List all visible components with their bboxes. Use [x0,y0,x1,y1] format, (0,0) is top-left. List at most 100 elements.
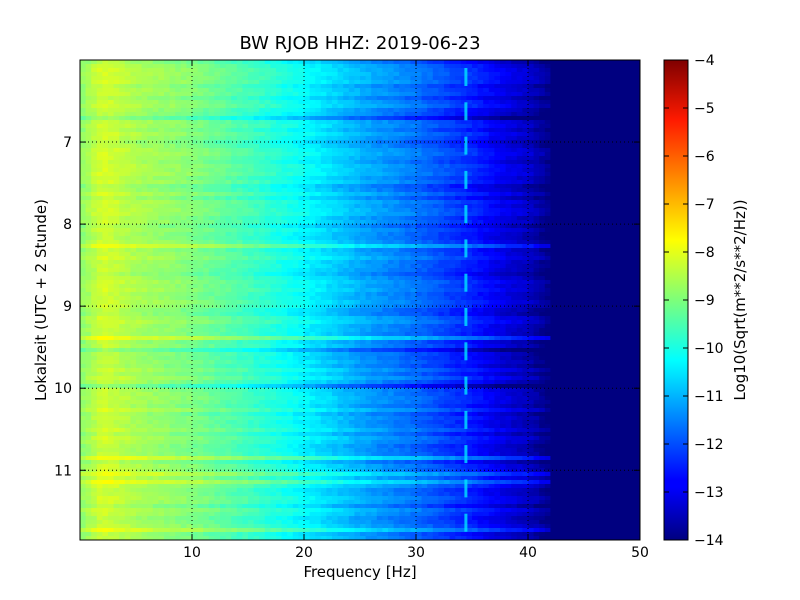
heatmap-cell [85,216,92,221]
heatmap-cell [108,196,115,201]
heatmap-cell [259,116,266,121]
heatmap-cell [528,184,535,189]
heatmap-cell [432,108,439,113]
heatmap-cell [617,188,624,193]
heatmap-cell [214,120,221,125]
heatmap-cell [197,212,204,217]
heatmap-cell [404,132,411,137]
heatmap-cell [561,204,568,209]
heatmap-cell [600,240,607,245]
heatmap-cell [192,164,199,169]
heatmap-cell [119,132,126,137]
heatmap-cell [298,228,305,233]
heatmap-cell [320,144,327,149]
heatmap-cell [248,164,255,169]
heatmap-cell [404,80,411,85]
heatmap-cell [421,108,428,113]
heatmap-cell [147,168,154,173]
heatmap-cell [108,192,115,197]
heatmap-cell [612,124,619,129]
heatmap-cell [477,236,484,241]
heatmap-cell [393,80,400,85]
heatmap-cell [376,216,383,221]
heatmap-cell [544,172,551,177]
heatmap-cell [421,88,428,93]
heatmap-cell [404,96,411,101]
heatmap-cell [612,88,619,93]
heatmap-cell [572,188,579,193]
heatmap-cell [164,228,171,233]
heatmap-cell [388,112,395,117]
heatmap-cell [589,148,596,153]
heatmap-cell [169,124,176,129]
heatmap-cell [488,176,495,181]
heatmap-cell [572,216,579,221]
heatmap-cell [444,248,451,253]
heatmap-cell [477,224,484,229]
heatmap-cell [152,256,159,261]
heatmap-cell [264,84,271,89]
heatmap-cell [264,208,271,213]
heatmap-cell [460,240,467,245]
heatmap-cell [236,128,243,133]
heatmap-cell [567,68,574,73]
heatmap-cell [567,84,574,89]
heatmap-cell [136,132,143,137]
heatmap-cell [371,80,378,85]
heatmap-cell [242,116,249,121]
heatmap-cell [365,72,372,77]
heatmap-cell [354,80,361,85]
heatmap-cell [516,164,523,169]
heatmap-cell [292,112,299,117]
heatmap-cell [427,176,434,181]
heatmap-cell [399,256,406,261]
heatmap-cell [567,168,574,173]
heatmap-cell [360,64,367,69]
heatmap-cell [404,256,411,261]
heatmap-cell [617,248,624,253]
heatmap-cell [141,76,148,81]
heatmap-cell [522,144,529,149]
heatmap-cell [292,248,299,253]
heatmap-cell [561,64,568,69]
heatmap-cell [382,120,389,125]
heatmap-cell [584,224,591,229]
heatmap-cell [567,180,574,185]
heatmap-cell [399,120,406,125]
heatmap-cell [466,212,473,217]
heatmap-cell [270,88,277,93]
heatmap-cell [427,232,434,237]
heatmap-cell [371,120,378,125]
heatmap-cell [309,136,316,141]
heatmap-cell [606,256,613,261]
heatmap-cell [208,80,215,85]
heatmap-cell [332,220,339,225]
heatmap-cell [186,204,193,209]
heatmap-cell [410,80,417,85]
heatmap-cell [113,136,120,141]
heatmap-cell [192,60,199,65]
heatmap-cell [494,96,501,101]
heatmap-cell [376,252,383,257]
heatmap-cell [606,224,613,229]
heatmap-cell [248,144,255,149]
heatmap-cell [164,164,171,169]
heatmap-cell [147,200,154,205]
heatmap-cell [533,76,540,81]
heatmap-cell [119,180,126,185]
heatmap-cell [242,128,249,133]
heatmap-cell [612,136,619,141]
heatmap-cell [567,184,574,189]
heatmap-cell [348,128,355,133]
heatmap-cell [360,120,367,125]
heatmap-cell [208,128,215,133]
heatmap-cell [477,152,484,157]
heatmap-cell [208,228,215,233]
heatmap-cell [539,144,546,149]
heatmap-cell [85,104,92,109]
heatmap-cell [315,172,322,177]
heatmap-cell [304,88,311,93]
heatmap-cell [427,240,434,245]
heatmap-cell [276,92,283,97]
heatmap-cell [343,196,350,201]
